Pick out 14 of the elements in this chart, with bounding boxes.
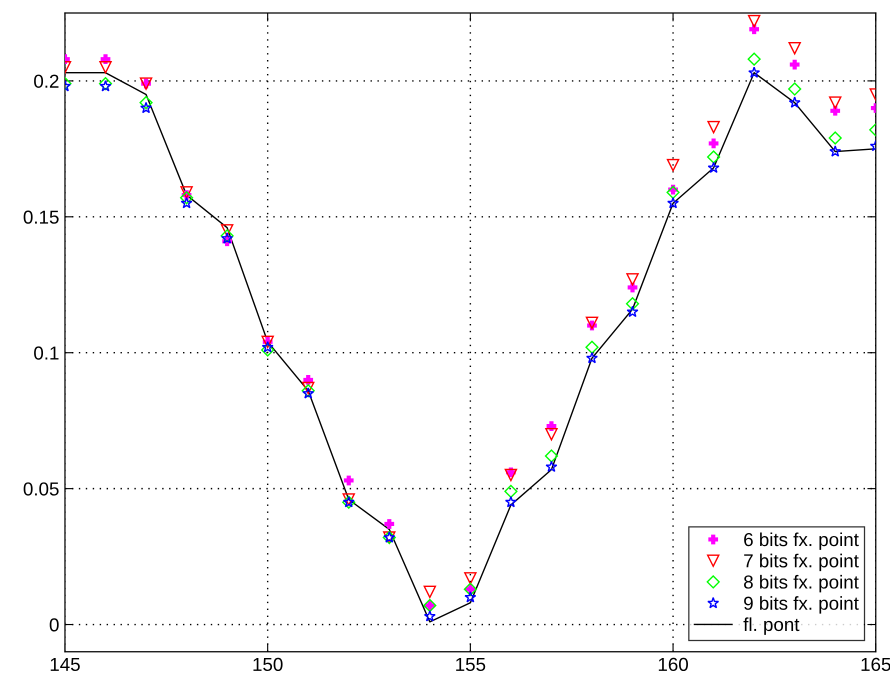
legend-label: 8 bits fx. point <box>744 574 859 592</box>
legend-label: 7 bits fx. point <box>744 554 859 572</box>
y-tick-label: 0.15 <box>24 210 59 224</box>
legend-label: fl. pont <box>743 617 800 635</box>
legend-label: 6 bits fx. point <box>744 532 859 550</box>
x-tick-label: 150 <box>253 658 283 672</box>
y-tick-label: 0 <box>50 618 59 632</box>
legend-label: 9 bits fx. point <box>744 596 859 614</box>
y-tick-label: 0.2 <box>34 74 58 88</box>
x-tick-label: 145 <box>50 658 80 672</box>
y-tick-label: 0.05 <box>24 482 59 496</box>
y-tick-label: 0.1 <box>34 346 58 360</box>
x-tick-label: 155 <box>456 658 486 672</box>
x-tick-label: 160 <box>658 658 688 672</box>
